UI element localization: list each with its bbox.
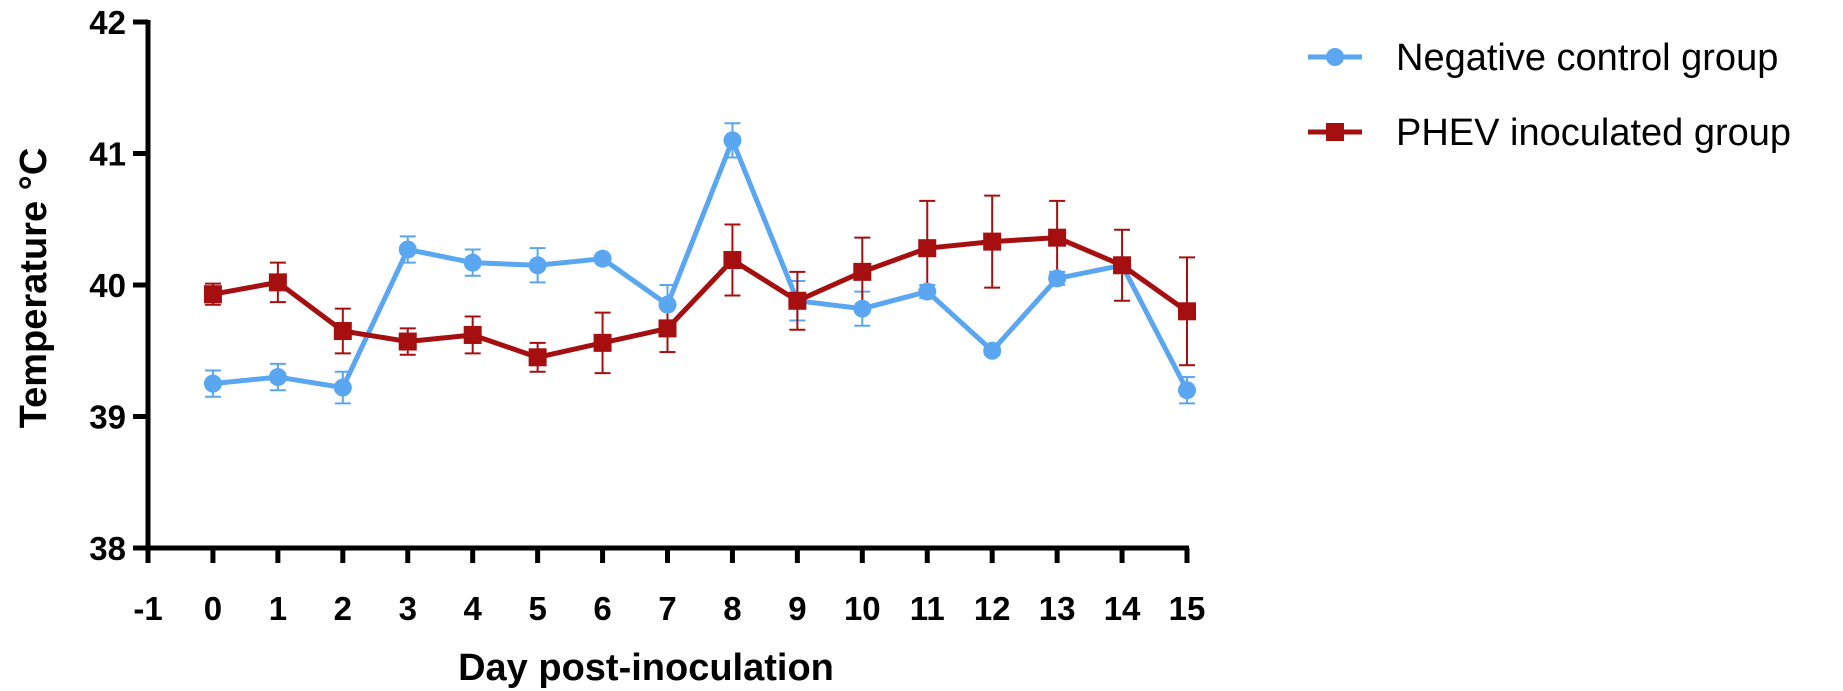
negative-control-data-point	[463, 253, 482, 272]
x-tick-label: 4	[464, 590, 483, 627]
x-tick-label: 9	[788, 590, 806, 627]
x-tick-label: 14	[1104, 590, 1141, 627]
y-tick-label: 40	[89, 267, 126, 304]
x-tick-label: 12	[974, 590, 1011, 627]
negative-control-legend-marker	[1326, 48, 1344, 66]
phev-inoculated-data-point	[333, 322, 352, 341]
phev-inoculated-data-point	[528, 348, 547, 367]
negative-control-data-point	[918, 282, 937, 301]
negative-control-data-point	[983, 341, 1002, 360]
negative-control-data-point	[1048, 269, 1067, 288]
x-tick-label: 7	[658, 590, 676, 627]
x-tick-label: 1	[269, 590, 287, 627]
x-tick-label: 5	[528, 590, 546, 627]
negative-control-data-point	[723, 131, 742, 150]
phev-inoculated-data-point	[658, 319, 677, 338]
phev-inoculated-data-point	[983, 232, 1002, 251]
tick-marks	[133, 19, 1190, 563]
negative-control-legend-label: Negative control group	[1396, 37, 1778, 79]
phev-inoculated-data-point	[1178, 302, 1196, 321]
x-tick-label: 3	[399, 590, 417, 627]
negative-control-data-point	[268, 368, 287, 387]
x-tick-label: 8	[723, 590, 741, 627]
phev-inoculated-data-point	[463, 325, 482, 344]
phev-inoculated-data-point	[918, 239, 937, 258]
series-lines	[212, 137, 1190, 392]
x-tick-label: -1	[133, 590, 162, 627]
x-axis-title: Day post-inoculation	[458, 647, 834, 689]
negative-control-data-point	[853, 299, 872, 318]
y-tick-label: 38	[89, 530, 126, 567]
x-tick-label: 11	[910, 590, 945, 627]
phev-inoculated-legend-marker	[1326, 123, 1344, 141]
negative-control-data-point	[528, 256, 547, 275]
y-tick-label: 41	[89, 136, 126, 173]
x-tick-label: 13	[1039, 590, 1076, 627]
phev-inoculated-data-point	[268, 273, 287, 292]
phev-inoculated-data-point	[593, 333, 612, 352]
negative-control-data-point	[658, 295, 677, 314]
legend: Negative control group PHEV inoculated gr…	[1308, 37, 1791, 154]
negative-control-data-point	[398, 240, 417, 259]
negative-control-data-point	[203, 374, 222, 393]
phev-inoculated-data-point	[398, 332, 417, 351]
y-tick-label: 39	[89, 399, 126, 436]
axis-titles: Day post-inoculation Temperature °C	[13, 148, 834, 689]
x-tick-label: 15	[1169, 590, 1206, 627]
negative-control-data-point	[1178, 381, 1196, 400]
phev-inoculated-data-point	[203, 285, 222, 304]
phev-inoculated-data-point	[853, 262, 872, 281]
x-tick-label: 0	[204, 590, 222, 627]
phev-inoculated-data-point	[1048, 228, 1067, 247]
negative-control-data-point	[333, 378, 352, 397]
phev-inoculated-data-point	[788, 291, 807, 310]
x-tick-label: 2	[334, 590, 352, 627]
x-tick-label: 6	[593, 590, 611, 627]
negative-control-data-point	[593, 249, 612, 268]
phev-inoculated-series-line	[212, 235, 1189, 360]
y-axis-title: Temperature °C	[13, 148, 55, 429]
negative-control-series-line	[212, 137, 1190, 392]
y-tick-label: 42	[89, 4, 126, 41]
phev-inoculated-legend-label: PHEV inoculated group	[1396, 112, 1791, 154]
x-tick-label: 10	[844, 590, 881, 627]
series-markers	[203, 131, 1196, 400]
phev-inoculated-data-point	[723, 251, 742, 270]
phev-inoculated-data-point	[1113, 256, 1132, 275]
